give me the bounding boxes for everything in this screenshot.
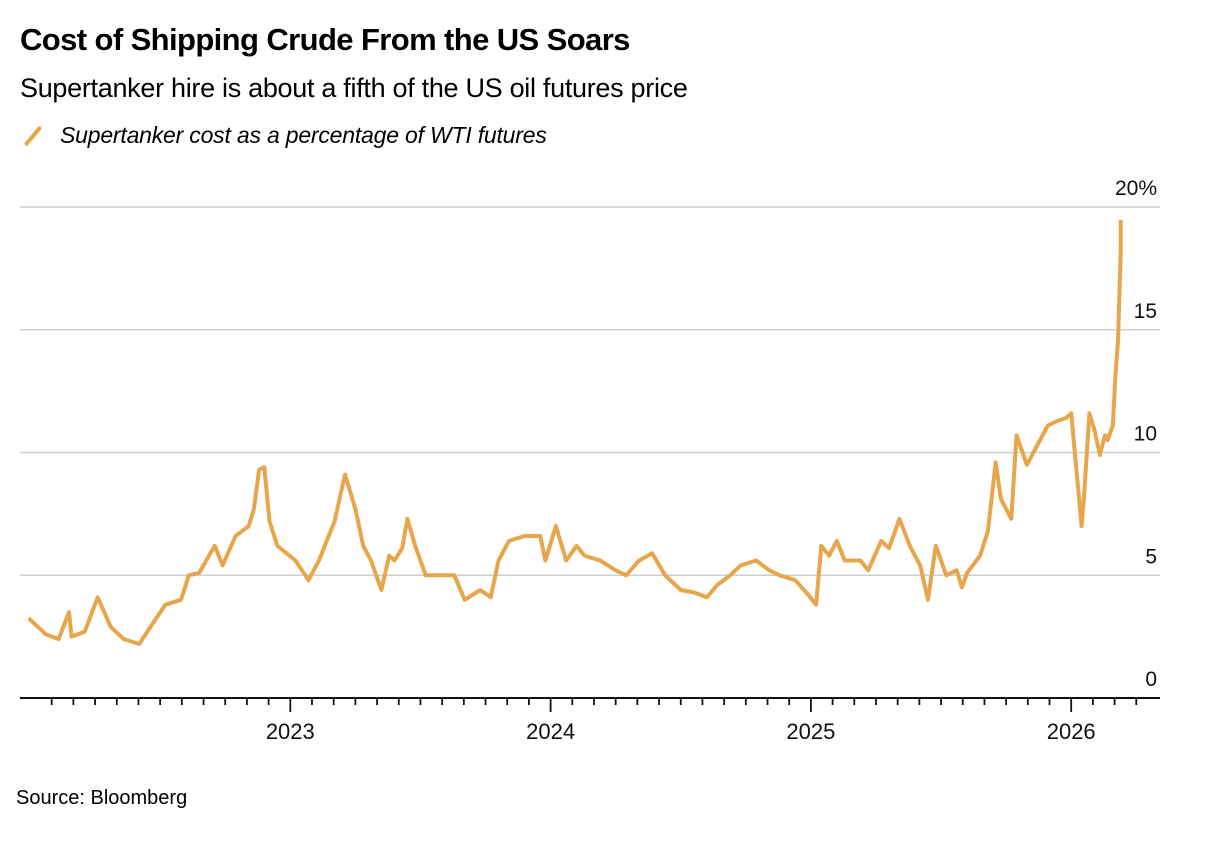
chart-subtitle: Supertanker hire is about a fifth of the… — [20, 73, 688, 103]
series-layer — [28, 219, 1123, 646]
legend-label: Supertanker cost as a percentage of WTI … — [60, 122, 547, 148]
y-axis-ticks: 0 5 10 15 20% — [1115, 177, 1157, 691]
x-axis: 2023 2024 2025 2026 — [20, 697, 1160, 744]
y-tick-label: 15 — [1134, 300, 1157, 323]
series-line — [28, 219, 1123, 646]
legend: Supertanker cost as a percentage of WTI … — [22, 122, 547, 149]
source-note: Source: Bloomberg — [16, 787, 188, 809]
y-tick-label: 0 — [1145, 668, 1157, 691]
x-tick-label: 2024 — [526, 719, 575, 744]
y-tick-label: 10 — [1134, 423, 1157, 446]
y-tick-label: 20% — [1115, 177, 1157, 200]
y-tick-label: 5 — [1145, 545, 1157, 568]
x-tick-label: 2026 — [1047, 719, 1096, 744]
chart-title: Cost of Shipping Crude From the US Soars — [20, 22, 630, 57]
x-tick-label: 2025 — [786, 719, 835, 744]
x-tick-label: 2023 — [266, 719, 315, 744]
gridlines — [20, 206, 1160, 577]
